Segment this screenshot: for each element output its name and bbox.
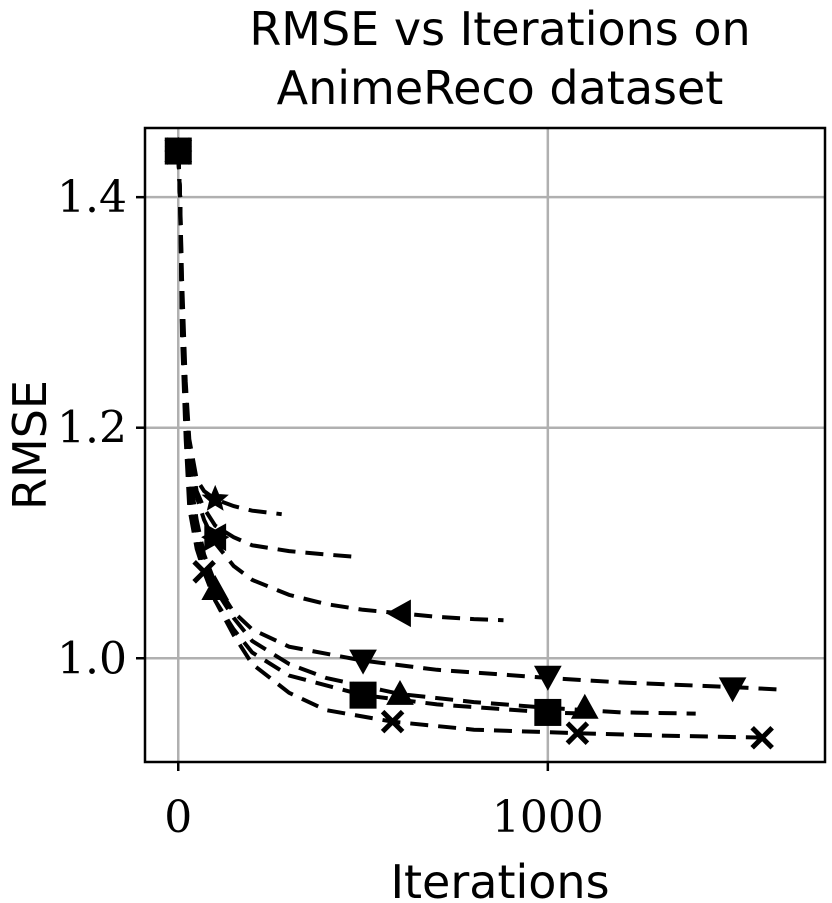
y-tick-label: 1.2: [57, 403, 127, 454]
marker-layer: [164, 136, 774, 750]
triangle-down-marker: [533, 665, 562, 691]
series-line-star: [176, 151, 282, 517]
triangle-up-marker: [570, 693, 599, 719]
square-marker: [349, 681, 377, 709]
series-line-x: [176, 151, 770, 740]
series-line-square: [176, 151, 585, 716]
chart-title-line-2: AnimeReco dataset: [277, 61, 724, 115]
star-marker: [201, 484, 229, 511]
series-layer: [176, 151, 778, 740]
y-tick-label: 1.0: [57, 633, 127, 684]
plot-frame: [143, 126, 827, 764]
x-marker: [750, 726, 774, 750]
series-line-triangle-right: [176, 151, 356, 559]
triangle-up-marker: [386, 679, 414, 705]
x-tick-label: 1000: [492, 792, 604, 843]
x-marker: [166, 139, 191, 163]
triangle-up-marker: [201, 575, 230, 600]
triangle-left-marker: [385, 599, 411, 628]
triangle-left-marker: [201, 523, 227, 552]
square-marker: [534, 698, 562, 726]
series-line-triangle-left: [176, 151, 504, 623]
x-axis-label: Iterations: [390, 855, 609, 903]
series-line-triangle-up: [176, 151, 696, 716]
triangle-down-marker: [718, 677, 747, 703]
x-marker: [565, 721, 590, 745]
chart-title-line-1: RMSE vs Iterations on: [249, 2, 750, 56]
x-marker: [192, 560, 216, 584]
y-tick-label: 1.4: [57, 172, 127, 223]
triangle-down-marker: [349, 649, 377, 675]
series-line-triangle-down: [176, 151, 778, 692]
grid-layer: [145, 128, 825, 762]
x-tick-label: 0: [164, 792, 192, 843]
y-axis-label: RMSE: [3, 380, 57, 510]
x-marker: [380, 709, 405, 734]
tick-layer: 0 1000 1.0 1.2 1.4: [57, 172, 604, 843]
